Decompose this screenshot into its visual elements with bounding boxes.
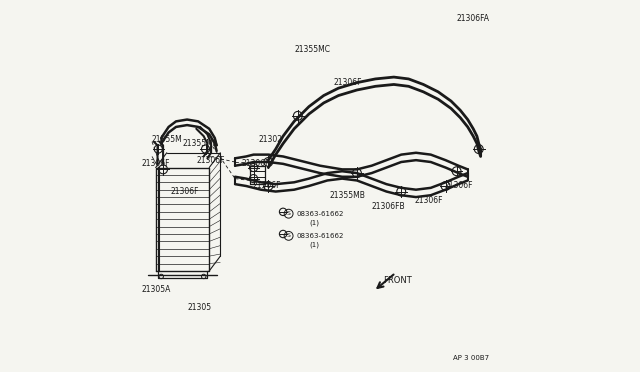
Text: 21302: 21302 [258, 135, 282, 144]
Text: 21305: 21305 [188, 303, 212, 312]
Text: 21306F: 21306F [333, 78, 362, 87]
Text: 21305A: 21305A [141, 285, 170, 294]
Text: 21306F: 21306F [252, 182, 281, 190]
Text: 21355MC: 21355MC [294, 45, 331, 54]
Text: (1): (1) [310, 242, 319, 248]
Text: 21306F: 21306F [197, 155, 225, 165]
Text: 21306FA: 21306FA [457, 13, 490, 22]
Text: 21355MB: 21355MB [330, 191, 365, 200]
Text: 21355MA: 21355MA [182, 139, 218, 148]
Text: 08363-61662: 08363-61662 [296, 211, 344, 217]
Text: 21355M: 21355M [152, 135, 182, 144]
Text: 21306F: 21306F [241, 159, 269, 169]
Text: 21306F: 21306F [141, 159, 170, 169]
Text: S: S [287, 211, 291, 216]
Text: 21306F: 21306F [444, 182, 473, 190]
Text: 21306FB: 21306FB [371, 202, 405, 211]
Text: AP 3 00B7: AP 3 00B7 [453, 355, 490, 361]
Text: FRONT: FRONT [383, 276, 412, 285]
Text: (1): (1) [310, 220, 319, 226]
Text: 21306F: 21306F [171, 187, 200, 196]
Text: 21306F: 21306F [415, 196, 443, 205]
Text: S: S [287, 233, 291, 238]
Text: 08363-61662: 08363-61662 [296, 233, 344, 239]
